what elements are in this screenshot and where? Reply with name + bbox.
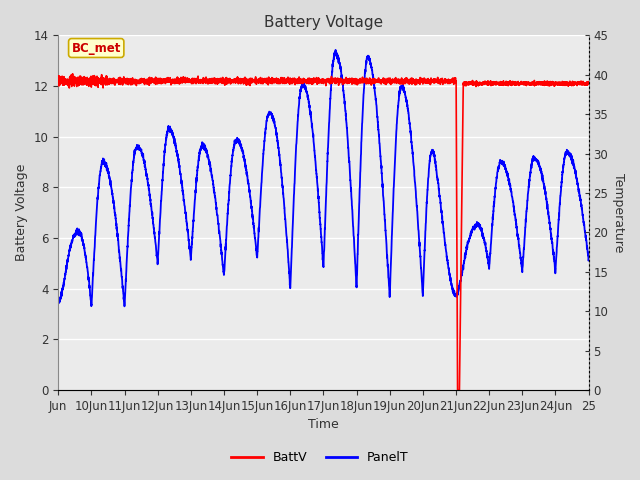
- Y-axis label: Battery Voltage: Battery Voltage: [15, 164, 28, 262]
- Text: BC_met: BC_met: [72, 41, 121, 55]
- X-axis label: Time: Time: [308, 419, 339, 432]
- Legend: BattV, PanelT: BattV, PanelT: [227, 446, 413, 469]
- Title: Battery Voltage: Battery Voltage: [264, 15, 383, 30]
- Y-axis label: Temperature: Temperature: [612, 173, 625, 252]
